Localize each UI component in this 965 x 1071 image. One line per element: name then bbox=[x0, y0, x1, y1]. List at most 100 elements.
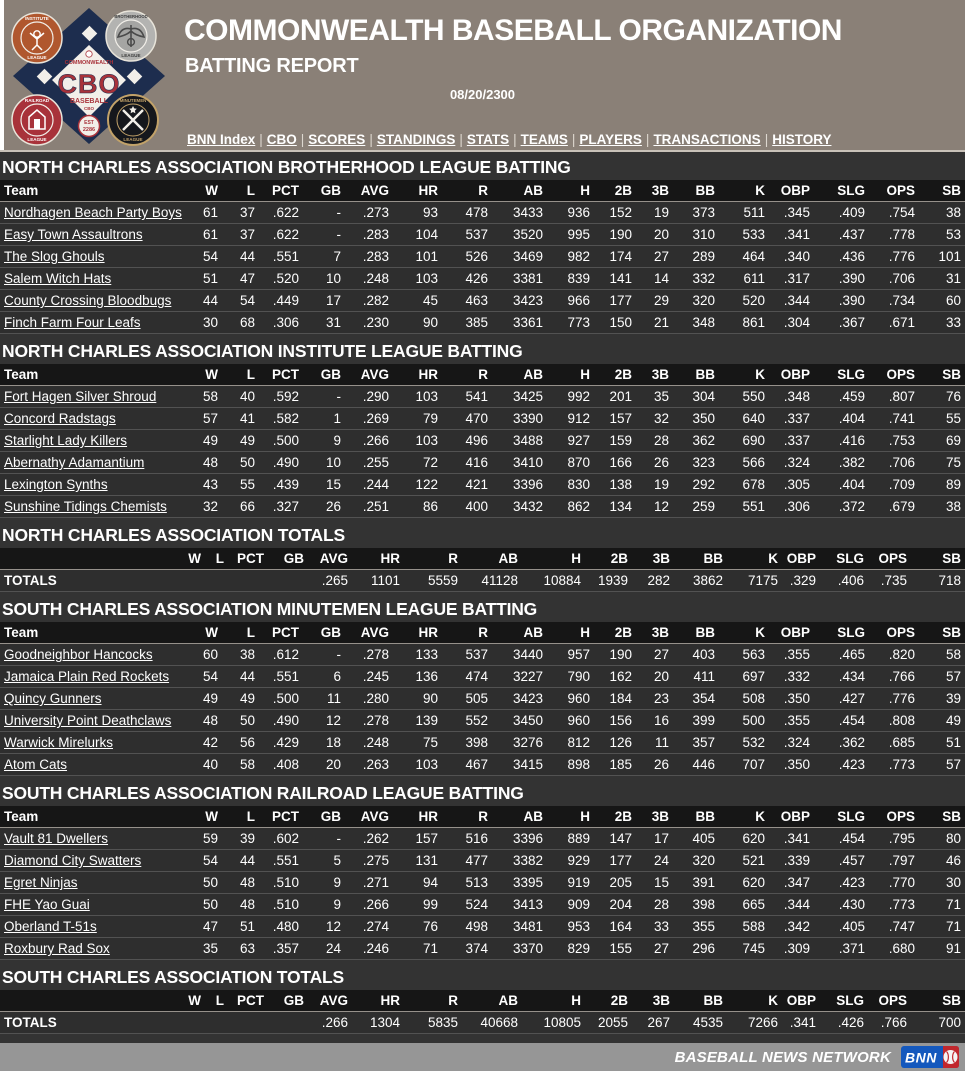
stat-cell: 50 bbox=[222, 451, 259, 474]
stat-cell: 310 bbox=[673, 223, 719, 246]
stat-cell: 44 bbox=[222, 849, 259, 872]
stat-cell: 355 bbox=[673, 915, 719, 938]
stat-cell: - bbox=[303, 201, 345, 224]
team-link[interactable]: Egret Ninjas bbox=[4, 875, 78, 890]
nav-link-bnn-index[interactable]: BNN Index bbox=[187, 132, 256, 147]
stat-cell: 201 bbox=[594, 385, 636, 408]
stat-cell: .271 bbox=[345, 871, 393, 894]
stat-cell: 936 bbox=[547, 201, 594, 224]
stat-cell: 3276 bbox=[492, 731, 547, 754]
column-header-ab: AB bbox=[462, 990, 522, 1012]
stat-cell: 141 bbox=[594, 267, 636, 290]
team-link[interactable]: Jamaica Plain Red Rockets bbox=[4, 669, 170, 684]
stat-cell: .490 bbox=[259, 451, 303, 474]
nav-link-players[interactable]: PLAYERS bbox=[579, 132, 642, 147]
stat-cell: 205 bbox=[594, 871, 636, 894]
stat-cell: 40 bbox=[222, 385, 259, 408]
stat-cell: .230 bbox=[345, 311, 393, 334]
stat-cell: 103 bbox=[393, 267, 442, 290]
team-link[interactable]: Nordhagen Beach Party Boys bbox=[4, 205, 182, 220]
stat-cell: .436 bbox=[814, 245, 869, 268]
stat-cell: 93 bbox=[393, 201, 442, 224]
stat-cell: 6 bbox=[303, 665, 345, 688]
team-cell: Abernathy Adamantium bbox=[0, 451, 196, 474]
team-link[interactable]: Oberland T-51s bbox=[4, 919, 97, 934]
stat-cell: .255 bbox=[345, 451, 393, 474]
nav-link-cbo[interactable]: CBO bbox=[266, 132, 297, 147]
nav-link-standings[interactable]: STANDINGS bbox=[376, 132, 456, 147]
team-link[interactable]: Abernathy Adamantium bbox=[4, 455, 145, 470]
team-link[interactable]: University Point Deathclaws bbox=[4, 713, 172, 728]
stat-cell: .741 bbox=[869, 407, 919, 430]
stat-cell: 707 bbox=[719, 753, 769, 776]
column-header-team bbox=[0, 990, 180, 1012]
nav-link-scores[interactable]: SCORES bbox=[308, 132, 366, 147]
stat-cell: .273 bbox=[345, 201, 393, 224]
team-link[interactable]: Atom Cats bbox=[4, 757, 68, 772]
stat-cell: 320 bbox=[673, 849, 719, 872]
stat-cell: .280 bbox=[345, 687, 393, 710]
team-link[interactable]: Concord Radstags bbox=[4, 411, 116, 426]
stat-cell: 403 bbox=[673, 643, 719, 666]
team-link[interactable]: Finch Farm Four Leafs bbox=[4, 315, 141, 330]
nav-link-teams[interactable]: TEAMS bbox=[520, 132, 568, 147]
stat-cell: 4535 bbox=[674, 1011, 727, 1034]
stat-cell: .426 bbox=[820, 1011, 868, 1034]
team-link[interactable]: Roxbury Rad Sox bbox=[4, 941, 110, 956]
stat-cell: 177 bbox=[594, 289, 636, 312]
stat-cell: .305 bbox=[769, 473, 814, 496]
nav-link-history[interactable]: HISTORY bbox=[772, 132, 832, 147]
stat-cell: .404 bbox=[814, 407, 869, 430]
stat-cell: 3370 bbox=[492, 937, 547, 960]
stat-cell: 15 bbox=[303, 473, 345, 496]
nav-link-stats[interactable]: STATS bbox=[466, 132, 510, 147]
team-link[interactable]: County Crossing Bloodbugs bbox=[4, 293, 172, 308]
column-header-k: K bbox=[719, 622, 769, 644]
column-header-slg: SLG bbox=[820, 548, 868, 570]
stat-cell: 541 bbox=[442, 385, 492, 408]
stat-cell: 3433 bbox=[492, 201, 547, 224]
team-link[interactable]: Easy Town Assaultrons bbox=[4, 227, 143, 242]
team-row: Quincy Gunners 49 49.500 11.280 90 505 3423 960… bbox=[0, 687, 965, 710]
stat-cell: .327 bbox=[259, 495, 303, 518]
stat-cell: 174 bbox=[594, 245, 636, 268]
team-link[interactable]: Goodneighbor Hancocks bbox=[4, 647, 153, 662]
team-link[interactable]: Warwick Mirelurks bbox=[4, 735, 113, 750]
stat-cell: 75 bbox=[393, 731, 442, 754]
svg-text:LEAGUE: LEAGUE bbox=[27, 137, 46, 142]
stat-cell: 398 bbox=[442, 731, 492, 754]
stat-cell: 103 bbox=[393, 385, 442, 408]
stat-cell bbox=[205, 1011, 228, 1034]
stat-cell: .406 bbox=[820, 569, 868, 592]
stat-cell: .429 bbox=[259, 731, 303, 754]
team-link[interactable]: Starlight Lady Killers bbox=[4, 433, 128, 448]
team-link[interactable]: Diamond City Swatters bbox=[4, 853, 142, 868]
stat-cell: 10 bbox=[303, 451, 345, 474]
team-link[interactable]: Vault 81 Dwellers bbox=[4, 831, 109, 846]
stat-cell: 3425 bbox=[492, 385, 547, 408]
nav-link-transactions[interactable]: TRANSACTIONS bbox=[653, 132, 761, 147]
team-link[interactable]: Salem Witch Hats bbox=[4, 271, 112, 286]
team-cell: Vault 81 Dwellers bbox=[0, 827, 196, 850]
team-link[interactable]: Lexington Synths bbox=[4, 477, 108, 492]
team-link[interactable]: Sunshine Tidings Chemists bbox=[4, 499, 167, 514]
stat-cell: .382 bbox=[814, 451, 869, 474]
stat-cell: 126 bbox=[594, 731, 636, 754]
stat-cell: .348 bbox=[769, 385, 814, 408]
team-link[interactable]: Fort Hagen Silver Shroud bbox=[4, 389, 157, 404]
stat-cell: .582 bbox=[259, 407, 303, 430]
stat-cell: 139 bbox=[393, 709, 442, 732]
stat-cell: 960 bbox=[547, 709, 594, 732]
stat-cell: 282 bbox=[632, 569, 674, 592]
team-link[interactable]: Quincy Gunners bbox=[4, 691, 102, 706]
team-row: Easy Town Assaultrons 61 37.622- .283 104 537… bbox=[0, 223, 965, 246]
team-link[interactable]: FHE Yao Guai bbox=[4, 897, 90, 912]
stat-cell: .500 bbox=[259, 687, 303, 710]
svg-text:BROTHERHOOD: BROTHERHOOD bbox=[114, 14, 147, 19]
team-link[interactable]: The Slog Ghouls bbox=[4, 249, 105, 264]
team-cell: Goodneighbor Hancocks bbox=[0, 643, 196, 666]
column-header-obp: OBP bbox=[769, 622, 814, 644]
stat-cell: 53 bbox=[919, 223, 965, 246]
stat-cell: 3469 bbox=[492, 245, 547, 268]
team-row: Concord Radstags 57 41.582 1.269 79 470 3390 91… bbox=[0, 407, 965, 430]
